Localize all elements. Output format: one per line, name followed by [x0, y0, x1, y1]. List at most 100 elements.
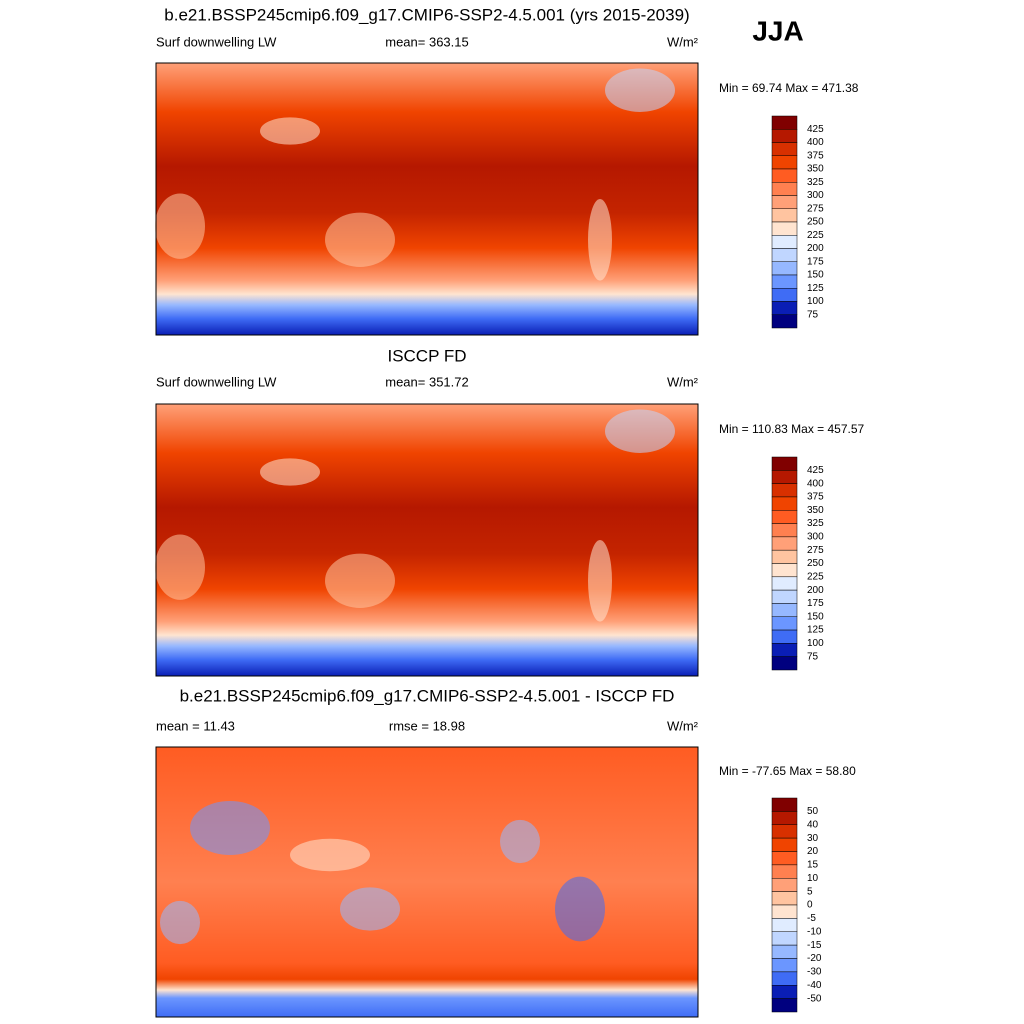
panel-center-label: mean= 363.15 — [385, 34, 468, 49]
colorbar-box — [771, 248, 798, 262]
colorbar-label: 350 — [807, 505, 824, 516]
colorbar-box — [771, 221, 798, 236]
colorbar-label: 0 — [807, 900, 813, 911]
colorbar-label: 275 — [807, 203, 824, 214]
colorbar-box — [771, 656, 798, 671]
map-feature — [290, 838, 370, 872]
map-feature — [340, 887, 400, 931]
colorbar-label: 300 — [807, 532, 824, 543]
colorbar-box — [771, 456, 798, 471]
panel-left-label: mean = 11.43 — [156, 718, 235, 733]
colorbar-box — [771, 536, 798, 551]
colorbar-label: 125 — [807, 625, 824, 636]
map-feature — [155, 193, 205, 259]
colorbar-label: 50 — [807, 806, 819, 817]
panel-units: W/m² — [667, 718, 699, 733]
colorbar-box — [771, 797, 798, 812]
colorbar-box — [771, 931, 798, 946]
colorbar-box — [771, 603, 798, 617]
map-frame — [155, 746, 699, 1018]
colorbar-box — [771, 643, 798, 657]
colorbar-box — [771, 864, 798, 879]
map-field — [156, 404, 698, 676]
colorbar-box — [771, 301, 798, 315]
colorbar-label: -50 — [807, 993, 822, 1004]
map-feature — [500, 819, 540, 864]
colorbar-box — [771, 155, 798, 170]
map-feature — [605, 409, 675, 453]
panel-title: b.e21.BSSP245cmip6.f09_g17.CMIP6-SSP2-4.… — [180, 686, 675, 705]
colorbar-box — [771, 510, 798, 524]
colorbar-box — [771, 288, 798, 302]
colorbar-box — [771, 878, 798, 892]
panel-units: W/m² — [667, 34, 699, 49]
colorbar-box — [771, 208, 798, 223]
colorbar-box — [771, 616, 798, 631]
map-feature — [260, 117, 320, 145]
map-feature — [325, 553, 395, 608]
colorbar-box — [771, 891, 798, 906]
colorbar-box — [771, 314, 798, 329]
colorbar-box — [771, 589, 798, 604]
panel-units: W/m² — [667, 374, 699, 389]
colorbar-label: 150 — [807, 270, 824, 281]
colorbar-box — [771, 958, 798, 973]
colorbar-label: -15 — [807, 940, 822, 951]
colorbar-label: 15 — [807, 860, 819, 871]
colorbar-label: 425 — [807, 124, 824, 135]
map-feature — [605, 68, 675, 112]
colorbar-box — [771, 998, 798, 1013]
colorbar-box — [771, 523, 798, 538]
map-feature — [588, 540, 612, 622]
panel-center-label: mean= 351.72 — [385, 374, 468, 389]
colorbar-box — [771, 274, 798, 289]
colorbar-box — [771, 985, 798, 999]
colorbar-box — [771, 918, 798, 932]
colorbar-box — [771, 563, 798, 578]
map-feature — [325, 212, 395, 267]
map-field — [156, 747, 698, 1017]
colorbar-label: 425 — [807, 465, 824, 476]
colorbar-box — [771, 971, 798, 986]
colorbar-label: 250 — [807, 217, 824, 228]
map-feature — [555, 876, 605, 942]
colorbar-label: -20 — [807, 953, 822, 964]
colorbar-box — [771, 261, 798, 276]
colorbar-label: -10 — [807, 926, 822, 937]
panel-left-label: Surf downwelling LW — [156, 374, 277, 389]
colorbar-box — [771, 837, 798, 852]
map-feature — [190, 801, 270, 855]
colorbar-label: 20 — [807, 846, 819, 857]
colorbar-box — [771, 235, 798, 249]
map-feature — [588, 199, 612, 281]
map-feature — [155, 534, 205, 600]
map-frame — [155, 62, 699, 336]
colorbar-label: 375 — [807, 150, 824, 161]
colorbar-label: -30 — [807, 967, 822, 978]
colorbar-box — [771, 904, 798, 919]
colorbar-label: 75 — [807, 651, 819, 662]
colorbar-label: 325 — [807, 518, 824, 529]
colorbar-label: 200 — [807, 585, 824, 596]
panel-left-label: Surf downwelling LW — [156, 34, 277, 49]
colorbar-box — [771, 115, 798, 130]
colorbar-label: 200 — [807, 243, 824, 254]
panel-stats: Min = 110.83 Max = 457.57 — [719, 422, 865, 436]
colorbar-label: 225 — [807, 571, 824, 582]
colorbar-label: 100 — [807, 638, 824, 649]
colorbar-label: 75 — [807, 309, 819, 320]
colorbar-label: 175 — [807, 256, 824, 267]
colorbar-box — [771, 944, 798, 959]
colorbar-label: 100 — [807, 296, 824, 307]
map-frame — [155, 403, 699, 677]
colorbar-label: 5 — [807, 886, 813, 897]
colorbar-box — [771, 811, 798, 825]
colorbar-label: -5 — [807, 913, 816, 924]
colorbar-label: 250 — [807, 558, 824, 569]
colorbar-box — [771, 549, 798, 564]
season-label: JJA — [752, 15, 803, 46]
colorbar-label: 225 — [807, 230, 824, 241]
colorbar-box — [771, 576, 798, 591]
colorbar-box — [771, 470, 798, 484]
